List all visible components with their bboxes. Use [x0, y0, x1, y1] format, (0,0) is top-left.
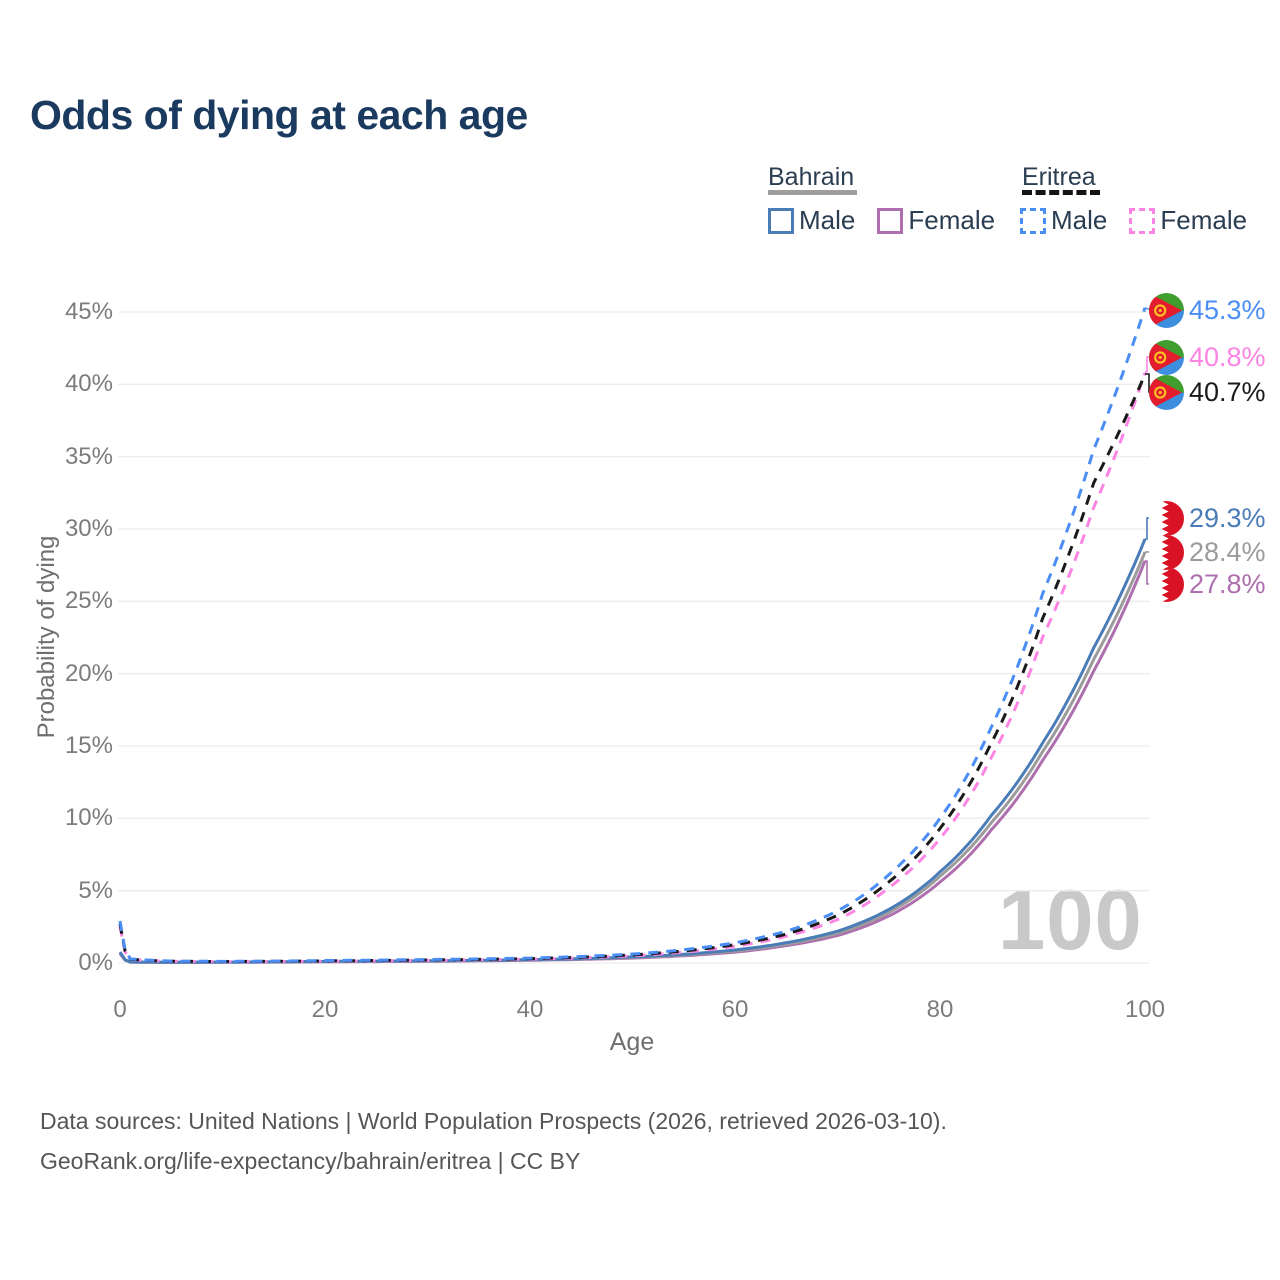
y-tick-label: 45%	[64, 297, 113, 325]
data-source-line: Data sources: United Nations | World Pop…	[40, 1108, 947, 1134]
end-label-value: 29.3%	[1189, 503, 1266, 533]
series-line-eritrea	[118, 373, 1147, 964]
x-tick-label: 100	[1124, 996, 1166, 1023]
x-axis-title: Age	[609, 1028, 655, 1056]
bahrain-flag-icon	[1149, 501, 1184, 536]
legend-swatch-bahrain-female	[877, 207, 904, 234]
chart-title: Odds of dying at each age	[30, 92, 528, 138]
end-label-eritrea-female: 40.8%	[1149, 340, 1266, 375]
y-tick-label: 10%	[64, 804, 113, 832]
series-line-eritrea-male	[118, 307, 1147, 963]
y-tick-label: 15%	[64, 731, 113, 759]
eritrea-flag-icon	[1149, 375, 1184, 410]
y-tick-label: 0%	[78, 949, 113, 976]
eritrea-flag-icon	[1149, 340, 1184, 375]
x-tick-label: 60	[721, 996, 749, 1023]
x-tick-label: 40	[516, 996, 544, 1023]
legend-label-bahrain-female: Female	[908, 205, 996, 235]
y-tick-label: 40%	[64, 370, 113, 398]
end-label-value: 28.4%	[1189, 537, 1266, 567]
x-tick-label: 0	[113, 996, 127, 1023]
bahrain-flag-icon	[1149, 567, 1184, 602]
legend-swatch-eritrea-female	[1129, 207, 1156, 234]
bahrain-flag-icon	[1149, 535, 1184, 570]
legend-label-bahrain-male: Male	[799, 205, 856, 235]
end-label-eritrea: 40.7%	[1149, 375, 1266, 410]
eritrea-flag-icon	[1149, 293, 1184, 328]
end-label-eritrea-male: 45.3%	[1149, 293, 1266, 328]
y-tick-label: 20%	[64, 659, 113, 687]
series-line-bahrain-male	[118, 538, 1147, 964]
legend-underline-bahrain	[768, 190, 857, 195]
series-line-eritrea-female	[118, 372, 1147, 964]
end-label-bahrain: 28.4%	[1149, 535, 1266, 570]
series-line-bahrain-female	[118, 560, 1147, 964]
legend-underline-eritrea	[1022, 190, 1100, 195]
end-label-value: 45.3%	[1189, 295, 1266, 325]
legend-swatch-eritrea-male	[1020, 207, 1046, 234]
y-tick-label: 5%	[78, 876, 113, 904]
legend-swatch-bahrain-male	[768, 207, 794, 234]
end-label-bahrain-male: 29.3%	[1149, 501, 1266, 536]
end-label-value: 27.8%	[1189, 569, 1266, 599]
y-axis-title: Probability of dying	[33, 535, 60, 739]
end-label-value: 40.7%	[1189, 377, 1266, 407]
attribution-line: GeoRank.org/life-expectancy/bahrain/erit…	[40, 1148, 581, 1174]
legend-label-eritrea-female: Female	[1160, 205, 1248, 235]
age-watermark: 100	[998, 873, 1143, 968]
end-label-bahrain-female: 27.8%	[1149, 567, 1266, 602]
x-tick-label: 80	[926, 996, 954, 1023]
x-tick-label: 20	[311, 996, 339, 1023]
legend-group-title-bahrain: Bahrain	[768, 163, 855, 191]
y-tick-label: 30%	[64, 514, 113, 542]
legend-group-title-eritrea: Eritrea	[1022, 163, 1096, 191]
legend-label-eritrea-male: Male	[1051, 205, 1108, 235]
y-tick-label: 25%	[64, 587, 113, 615]
y-tick-label: 35%	[64, 442, 113, 470]
end-label-value: 40.8%	[1189, 342, 1266, 372]
